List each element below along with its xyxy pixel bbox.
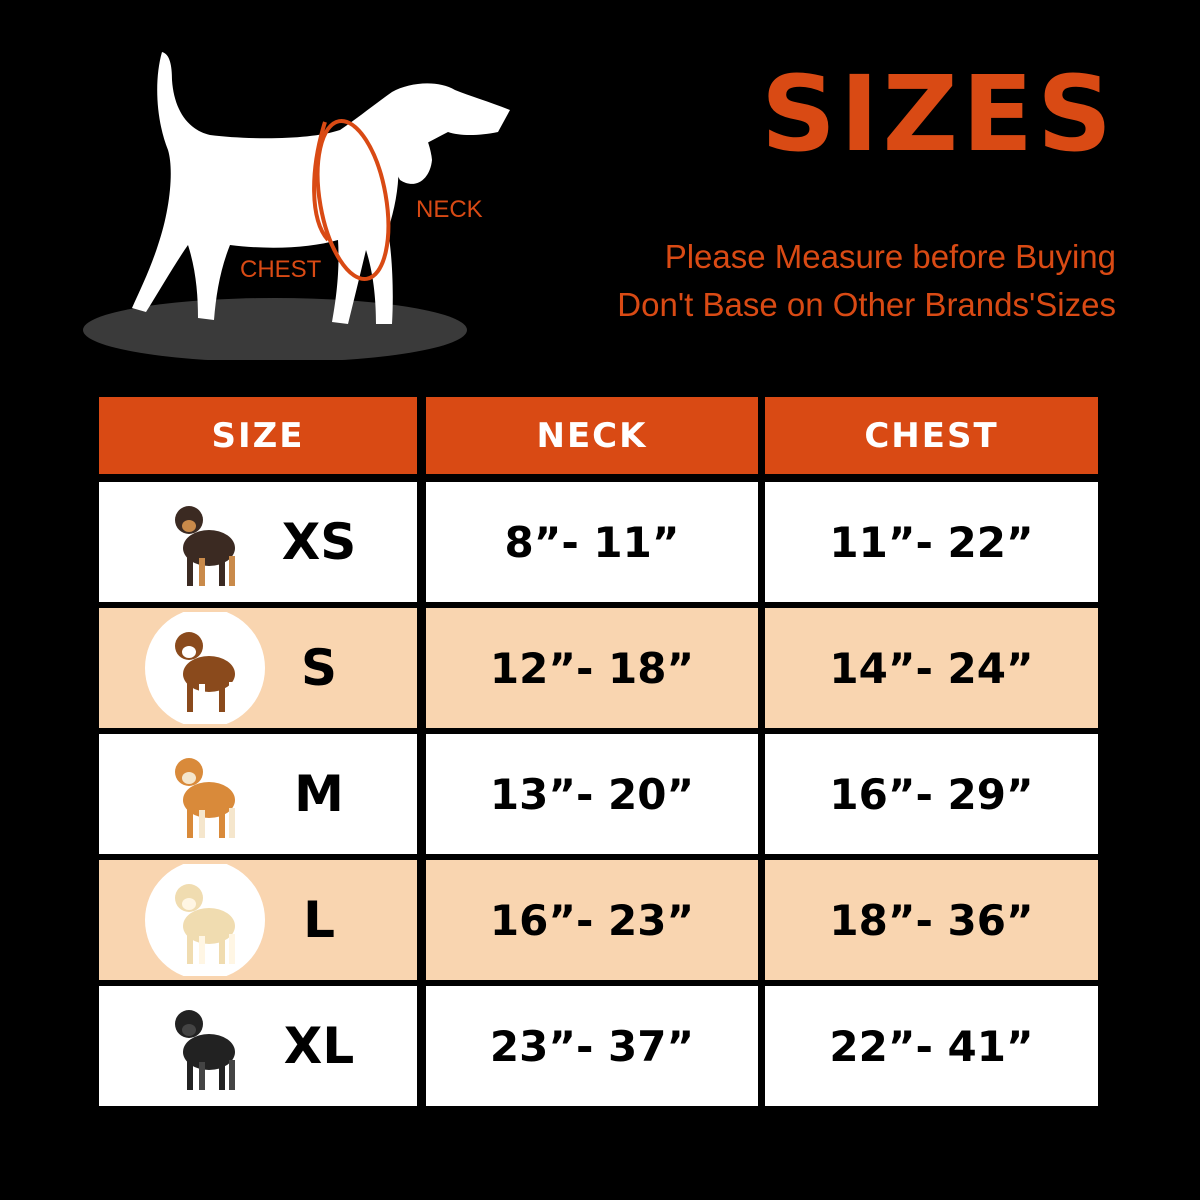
dog-chihuahua-icon (175, 506, 235, 586)
neck-value: 8”- 11” (504, 517, 680, 567)
neck-label: NECK (416, 196, 483, 223)
size-cell: S (99, 608, 417, 728)
header-neck: NECK (426, 397, 758, 474)
dog-measurement-diagram (83, 52, 510, 360)
size-cell: XS (99, 482, 417, 602)
chest-cell: 18”- 36” (765, 860, 1098, 980)
neck-value: 23”- 37” (489, 1021, 695, 1071)
size-cell: XL (99, 986, 417, 1106)
neck-cell: 16”- 23” (426, 860, 758, 980)
subtitle-line-1: Please Measure before Buying (664, 238, 1116, 275)
chest-value: 16”- 29” (829, 769, 1034, 819)
size-label: L (303, 891, 335, 949)
header-chest: CHEST (765, 397, 1098, 474)
dog-black-labrador-icon (175, 1010, 235, 1090)
neck-value: 16”- 23” (489, 895, 695, 945)
dog-beagle-icon (145, 612, 265, 724)
chest-cell: 22”- 41” (765, 986, 1098, 1106)
header-size: SIZE (99, 397, 417, 474)
chest-cell: 14”- 24” (765, 608, 1098, 728)
page-title: SIZES (761, 53, 1116, 175)
neck-cell: 13”- 20” (426, 734, 758, 854)
dog-ear (392, 100, 432, 184)
subtitle-line-2: Don't Base on Other Brands'Sizes (617, 286, 1116, 323)
neck-cell: 12”- 18” (426, 608, 758, 728)
dog-shiba-inu-icon (175, 758, 235, 838)
neck-cell: 23”- 37” (426, 986, 758, 1106)
dog-labrador-icon (145, 864, 265, 976)
neck-value: 13”- 20” (489, 769, 695, 819)
neck-cell: 8”- 11” (426, 482, 758, 602)
size-label: XS (281, 513, 357, 571)
chest-label: CHEST (240, 256, 322, 283)
size-cell: M (99, 734, 417, 854)
size-cell: L (99, 860, 417, 980)
neck-measure-line (315, 119, 391, 281)
chest-value: 22”- 41” (829, 1021, 1034, 1071)
chest-cell: 11”- 22” (765, 482, 1098, 602)
size-label: S (300, 639, 337, 697)
chest-measure-line (312, 121, 330, 242)
size-label: M (294, 765, 344, 823)
chest-value: 14”- 24” (829, 643, 1034, 693)
chest-value: 11”- 22” (829, 517, 1034, 567)
dog-shadow (83, 298, 467, 360)
size-label: XL (283, 1017, 355, 1075)
chest-cell: 16”- 29” (765, 734, 1098, 854)
neck-value: 12”- 18” (489, 643, 695, 693)
chest-value: 18”- 36” (829, 895, 1034, 945)
